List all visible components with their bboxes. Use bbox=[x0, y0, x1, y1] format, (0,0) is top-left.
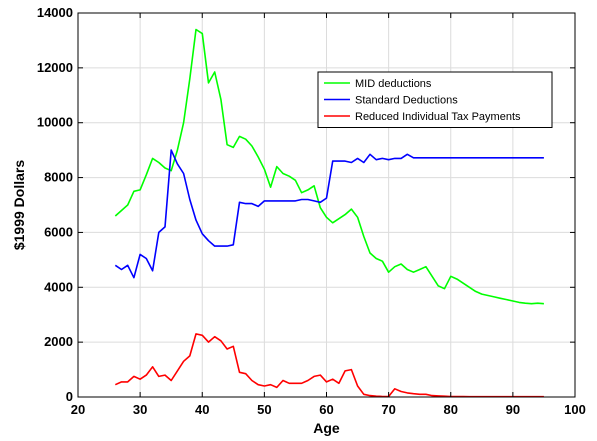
grid bbox=[78, 13, 575, 397]
y-tick-label-2: 4000 bbox=[44, 279, 73, 294]
x-tick-label-6: 80 bbox=[444, 402, 458, 417]
legend: MID deductions Standard Deductions Reduced… bbox=[317, 71, 553, 128]
y-tick-label-7: 14000 bbox=[37, 5, 73, 20]
axes: 20 30 40 50 60 70 80 90 100 0 2000 4000 6000 8000 1000… bbox=[37, 5, 586, 417]
y-tick-label-0: 0 bbox=[66, 389, 73, 404]
y-tick-label-3: 6000 bbox=[44, 224, 73, 239]
x-axis-title: Age bbox=[313, 420, 340, 436]
y-tick-label-1: 2000 bbox=[44, 334, 73, 349]
series-line-1 bbox=[114, 149, 544, 279]
x-tick-label-7: 90 bbox=[506, 402, 520, 417]
y-tick-label-4: 8000 bbox=[44, 170, 73, 185]
x-tick-label-8: 100 bbox=[564, 402, 586, 417]
x-tick-label-2: 40 bbox=[195, 402, 209, 417]
y-tick-label-6: 12000 bbox=[37, 60, 73, 75]
legend-box bbox=[317, 71, 553, 128]
x-tick-label-3: 50 bbox=[257, 402, 271, 417]
legend-label-2: Reduced Individual Tax Payments bbox=[355, 111, 521, 123]
x-tick-label-1: 30 bbox=[133, 402, 147, 417]
series-line-0 bbox=[114, 28, 544, 305]
x-tick-label-0: 20 bbox=[71, 402, 85, 417]
legend-label-1: Standard Deductions bbox=[355, 95, 458, 107]
y-tick-label-5: 10000 bbox=[37, 115, 73, 130]
legend-label-0: MID deductions bbox=[355, 78, 432, 90]
x-tick-label-4: 60 bbox=[319, 402, 333, 417]
x-tick-label-5: 70 bbox=[381, 402, 395, 417]
y-axis-title: $1999 Dollars bbox=[11, 160, 27, 250]
